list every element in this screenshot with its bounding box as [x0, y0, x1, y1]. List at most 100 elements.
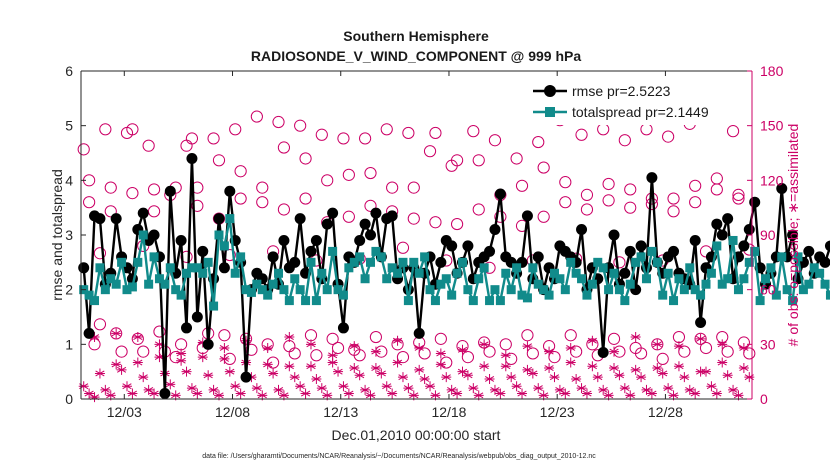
obs-possible-point	[537, 210, 550, 223]
obs-possible-point	[743, 347, 756, 360]
obs-assimilated-point	[652, 363, 663, 374]
obs-possible-point	[369, 330, 383, 344]
obs-assimilated-point	[392, 357, 403, 368]
rmse-point	[365, 229, 377, 241]
rmse-point	[278, 234, 290, 246]
obs-possible-point	[342, 168, 355, 181]
obs-possible-point	[147, 183, 161, 196]
x-tick-label: 12/28	[648, 404, 683, 420]
obs-assimilated-point	[305, 361, 316, 372]
rmse-point	[359, 218, 371, 230]
obs-assimilated-point	[316, 383, 327, 394]
obs-assimilated-point	[744, 372, 755, 383]
obs-possible-point	[634, 347, 648, 360]
obs-possible-point	[180, 250, 193, 263]
obs-assimilated-point	[663, 383, 674, 394]
obs-possible-point	[624, 201, 637, 214]
obs-possible-point	[299, 192, 312, 205]
obs-possible-point	[364, 166, 377, 180]
totalspread-point	[225, 214, 235, 224]
obs-possible-point	[386, 181, 399, 194]
rmse-point	[619, 267, 631, 279]
y-tick-label: 4	[65, 172, 73, 188]
rmse-point	[83, 327, 95, 339]
obs-assimilated-point	[690, 388, 701, 399]
obs-assimilated-point	[192, 388, 203, 399]
obs-possible-point	[104, 181, 117, 194]
obs-assimilated-point	[695, 333, 706, 344]
rmse-point	[202, 338, 214, 350]
obs-possible-point	[83, 196, 96, 209]
obs-assimilated-point	[603, 390, 614, 401]
totalspread-point	[447, 290, 457, 300]
obs-assimilated-point	[711, 388, 722, 399]
obs-assimilated-point	[349, 341, 360, 352]
x-axis-label: Dec.01,2010 00:00:00 start	[332, 427, 501, 443]
totalspread-point	[733, 285, 743, 295]
obs-assimilated-point	[484, 373, 495, 384]
obs-assimilated-point	[609, 346, 620, 357]
obs-assimilated-point	[701, 366, 712, 377]
rmse-point	[337, 322, 349, 334]
obs-possible-point	[407, 181, 420, 194]
tick-layer: 12/03 12/08 12/13 12/18 12/23 12/280123456030…	[65, 63, 783, 420]
obs-possible-point	[472, 154, 485, 167]
totalspread-point	[441, 274, 451, 284]
obs-assimilated-point	[203, 370, 214, 381]
obs-possible-point	[429, 126, 442, 140]
obs-possible-point	[342, 210, 355, 223]
totalspread-point	[387, 263, 397, 273]
obs-assimilated-point	[278, 390, 289, 401]
obs-assimilated-point	[728, 384, 739, 395]
totalspread-point	[176, 290, 186, 300]
totalspread-point	[571, 268, 581, 278]
obs-possible-point	[326, 332, 339, 345]
totalspread-point	[355, 252, 365, 262]
obs-possible-point	[299, 152, 312, 165]
obs-assimilated-point	[365, 390, 376, 401]
obs-assimilated-point	[489, 384, 500, 395]
obs-assimilated-point	[327, 357, 338, 368]
totalspread-point	[793, 252, 803, 262]
obs-assimilated-point	[176, 348, 187, 359]
obs-assimilated-point	[354, 370, 365, 381]
obs-possible-point	[93, 247, 107, 260]
rmse-point	[689, 234, 701, 246]
totalspread-point	[100, 285, 110, 295]
obs-possible-point	[418, 347, 431, 360]
obs-possible-point	[380, 123, 393, 136]
obs-possible-point	[602, 194, 615, 207]
obs-assimilated-point	[549, 372, 560, 383]
totalspread-point	[95, 263, 105, 273]
obs-assimilated-point	[419, 373, 430, 384]
totalspread-point	[669, 296, 679, 306]
obs-assimilated-point	[625, 390, 636, 401]
rmse-point	[197, 245, 209, 257]
obs-assimilated-point	[105, 390, 116, 401]
totalspread-point	[658, 290, 668, 300]
rmse-point	[386, 210, 398, 222]
obs-possible-point	[402, 126, 415, 140]
obs-assimilated-point	[652, 339, 663, 350]
totalspread-point	[744, 257, 754, 267]
obs-assimilated-point	[554, 384, 565, 395]
rmse-point	[305, 245, 317, 257]
totalspread-point	[750, 246, 760, 256]
obs-possible-point	[294, 119, 307, 132]
rmse-point	[743, 224, 755, 236]
obs-assimilated-point	[565, 357, 576, 368]
totalspread-point	[820, 279, 830, 289]
obs-assimilated-point	[408, 390, 419, 401]
obs-possible-point	[104, 205, 117, 218]
obs-assimilated-point	[349, 363, 360, 374]
obs-assimilated-point	[522, 364, 533, 375]
obs-assimilated-point	[500, 361, 511, 372]
obs-possible-point	[515, 179, 529, 192]
rmse-point	[576, 224, 588, 236]
obs-assimilated-point	[289, 372, 300, 383]
obs-assimilated-point	[132, 332, 143, 343]
obs-assimilated-point	[479, 339, 490, 350]
totalspread-point	[739, 274, 749, 284]
obs-assimilated-point	[441, 372, 452, 383]
obs-assimilated-point	[630, 332, 641, 343]
